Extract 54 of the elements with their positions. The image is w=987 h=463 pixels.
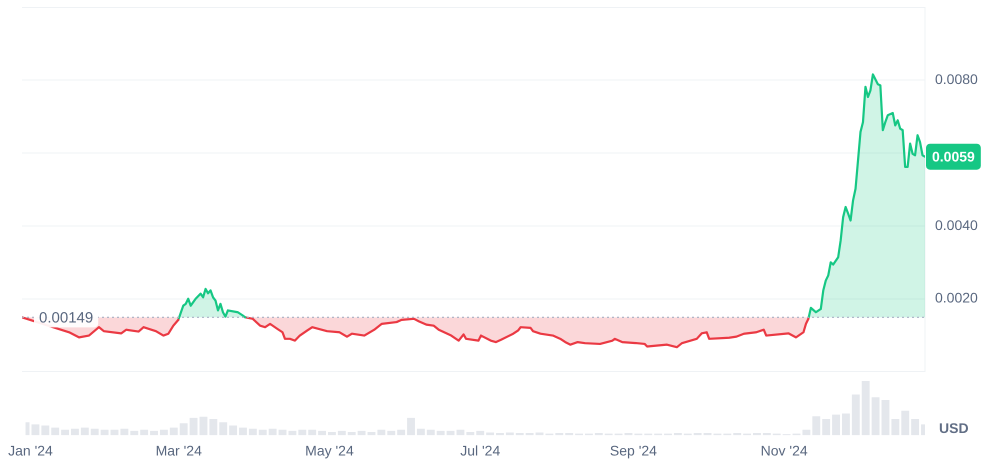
bar [397, 430, 406, 436]
annotation: 0.0059 [932, 148, 976, 164]
bar [377, 430, 386, 436]
bar [219, 422, 228, 436]
bar [278, 430, 286, 436]
bar [90, 428, 99, 436]
y-tick-label: 0.0020 [935, 289, 978, 306]
x-tick-label: Mar '24 [156, 442, 202, 458]
x-tick-label: Sep '24 [610, 442, 658, 458]
bar [288, 430, 296, 436]
x-tick-label: May '24 [305, 442, 354, 458]
bar [882, 400, 890, 436]
bar [318, 430, 326, 436]
bar [822, 418, 830, 436]
bar [199, 416, 208, 436]
bar [407, 418, 415, 436]
bar [812, 416, 820, 436]
bar [901, 410, 910, 436]
bar [160, 430, 168, 436]
bar [110, 430, 118, 436]
bar [268, 428, 277, 436]
bar [308, 430, 316, 436]
bar [802, 430, 810, 436]
x-tick-label: Jan '24 [8, 442, 54, 458]
bar [140, 430, 148, 436]
bar [150, 430, 158, 436]
ref-line-label: 0.00149 [39, 309, 94, 326]
bar [842, 414, 850, 436]
x-tick-label: Nov '24 [760, 442, 808, 458]
bar [832, 414, 840, 436]
bar [911, 418, 920, 436]
bar [100, 430, 109, 436]
bar [358, 430, 366, 436]
y-tick-label: 0.0080 [935, 70, 978, 87]
bar [61, 430, 70, 436]
bar [80, 428, 89, 436]
bar [71, 428, 79, 436]
bar [120, 428, 128, 436]
bar [891, 418, 900, 436]
bar [190, 418, 198, 436]
bar [338, 430, 346, 436]
bar [872, 397, 880, 436]
x-tick-label: Jul '24 [460, 442, 500, 458]
bar [436, 430, 445, 436]
bar [446, 430, 455, 436]
bar [248, 428, 257, 436]
bar [416, 428, 425, 436]
bar [456, 430, 464, 436]
bar [31, 424, 40, 436]
bar [239, 428, 247, 436]
y-tick-label: 0.0040 [935, 216, 978, 232]
bar [229, 425, 238, 436]
bar [209, 418, 218, 436]
y-axis-title: USD [939, 420, 969, 436]
